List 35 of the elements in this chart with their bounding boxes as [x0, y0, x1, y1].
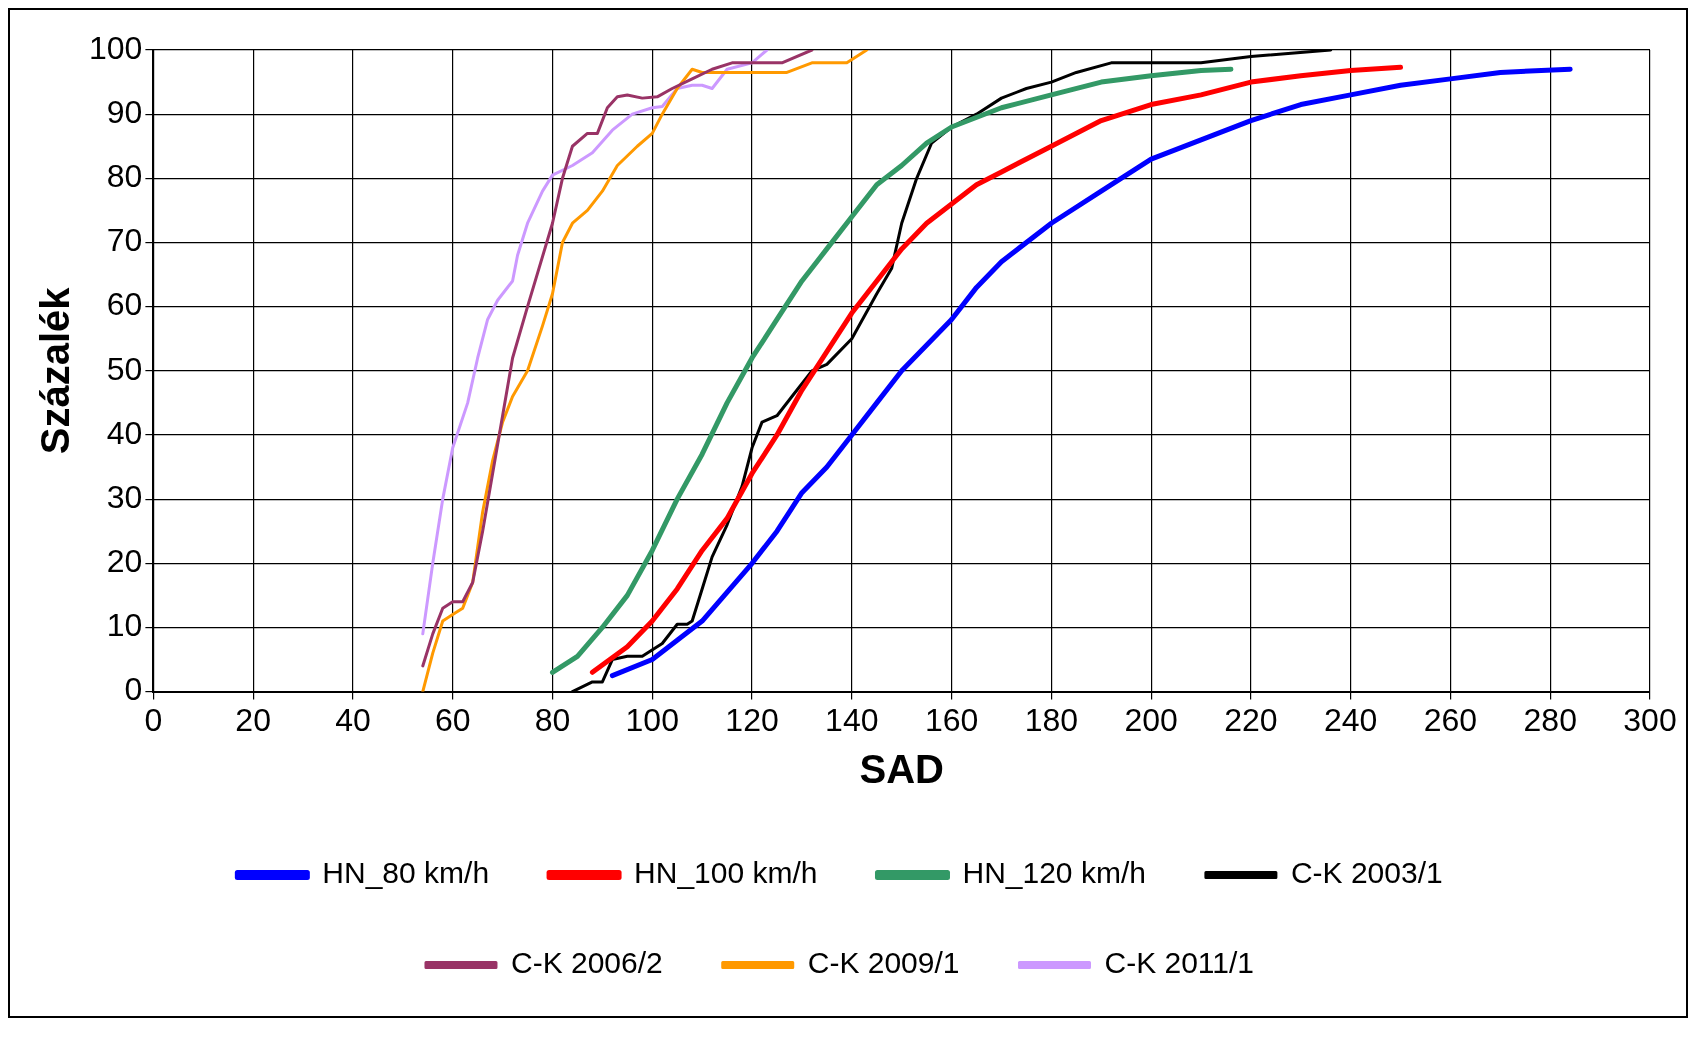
x-tick-label: 220: [1224, 701, 1278, 738]
y-tick-label: 50: [106, 350, 143, 387]
y-tick-label: 70: [106, 222, 143, 259]
x-tick-label: 20: [235, 701, 271, 738]
x-tick-label: 280: [1523, 701, 1577, 738]
x-tick-label: 260: [1423, 701, 1478, 738]
x-tick-label: 140: [825, 701, 879, 738]
x-tick-label: 60: [434, 701, 471, 738]
y-axis-title: Százalék: [33, 286, 78, 455]
y-tick-label: 30: [106, 478, 143, 515]
x-tick-label: 160: [924, 701, 979, 738]
legend-label: C-K 2003/1: [1290, 856, 1443, 890]
legend-label: C-K 2011/1: [1104, 946, 1255, 980]
x-tick-label: 40: [335, 701, 371, 738]
legend-label: HN_120 km/h: [962, 856, 1146, 890]
y-tick-label: 40: [106, 414, 143, 451]
y-tick-label: 60: [106, 286, 143, 323]
x-tick-label: 100: [625, 701, 679, 738]
legend-label: C-K 2009/1: [807, 946, 960, 980]
y-tick-label: 10: [106, 607, 143, 644]
legend-label: HN_80 km/h: [322, 856, 490, 890]
y-tick-label: 100: [89, 29, 143, 66]
y-tick-label: 90: [106, 93, 143, 130]
x-tick-label: 240: [1323, 701, 1378, 738]
y-tick-label: 0: [124, 671, 143, 708]
x-tick-label: 200: [1124, 701, 1178, 738]
x-tick-label: 120: [725, 701, 779, 738]
legend-label: HN_100 km/h: [634, 856, 818, 890]
y-tick-label: 20: [106, 543, 143, 580]
x-tick-label: 300: [1623, 701, 1677, 738]
x-tick-label: 180: [1024, 701, 1079, 738]
legend-label: C-K 2006/2: [510, 946, 663, 980]
y-tick-label: 80: [106, 158, 143, 195]
x-tick-label: 80: [534, 701, 571, 738]
x-axis-title: SAD: [859, 747, 944, 792]
